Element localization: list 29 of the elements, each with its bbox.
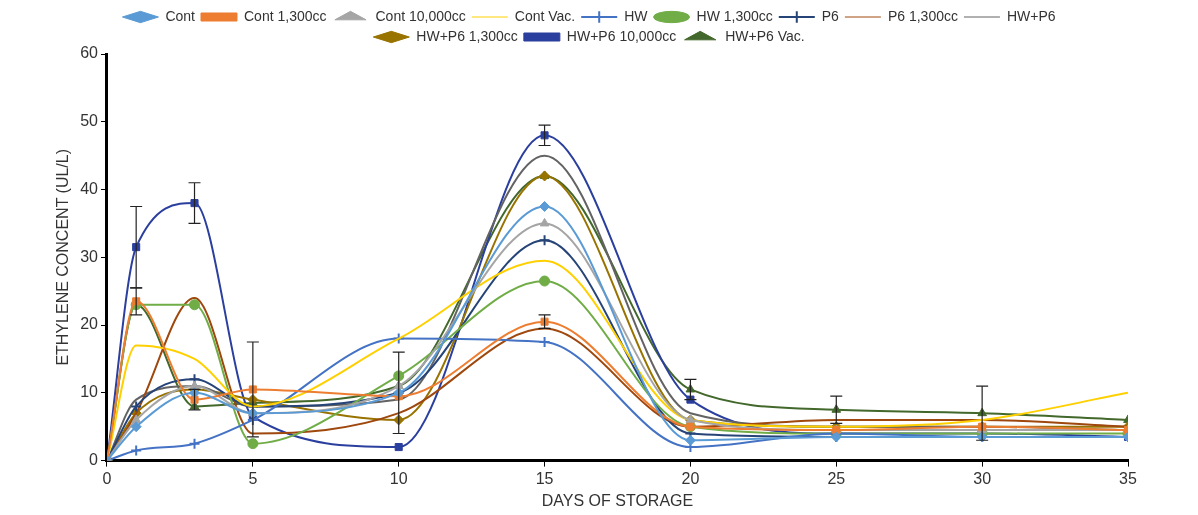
x-tick-label: 0 xyxy=(102,469,112,487)
y-axis-title: ETHYLENE CONCENT (UL/L) xyxy=(54,148,72,366)
x-tick-label: 35 xyxy=(1119,469,1137,487)
legend-label: HW xyxy=(624,7,649,24)
y-tick-label: 0 xyxy=(89,451,99,469)
x-tick-label: 25 xyxy=(827,469,846,487)
legend-label: Cont 10,000cc xyxy=(375,7,466,24)
x-tick-label: 5 xyxy=(248,469,258,487)
legend-label: Cont 1,300cc xyxy=(243,7,327,24)
legend-label: P6 xyxy=(821,7,840,24)
y-tick-label: 30 xyxy=(80,247,99,265)
x-tick-label: 10 xyxy=(389,469,408,487)
legend-label: HW+P6 10,000cc xyxy=(566,27,677,44)
y-tick-label: 20 xyxy=(80,315,99,333)
legend-label: Cont Vac. xyxy=(514,7,576,24)
x-axis-title: DAYS OF STORAGE xyxy=(541,491,694,509)
legend-label: HW+P6 Vac. xyxy=(725,27,805,44)
y-tick-label: 40 xyxy=(80,179,99,197)
legend-label: HW 1,300cc xyxy=(696,7,773,24)
y-tick-label: 10 xyxy=(80,383,99,401)
legend-label: Cont xyxy=(165,7,196,24)
x-tick-label: 20 xyxy=(681,469,700,487)
legend-label: P6 1,300cc xyxy=(887,7,958,24)
legend-label: HW+P6 xyxy=(1006,7,1056,24)
x-tick-label: 30 xyxy=(973,469,992,487)
x-tick-label: 15 xyxy=(535,469,554,487)
y-tick-label: 60 xyxy=(80,44,99,62)
legend-label: HW+P6 1,300cc xyxy=(416,27,518,44)
y-tick-label: 50 xyxy=(80,112,99,130)
